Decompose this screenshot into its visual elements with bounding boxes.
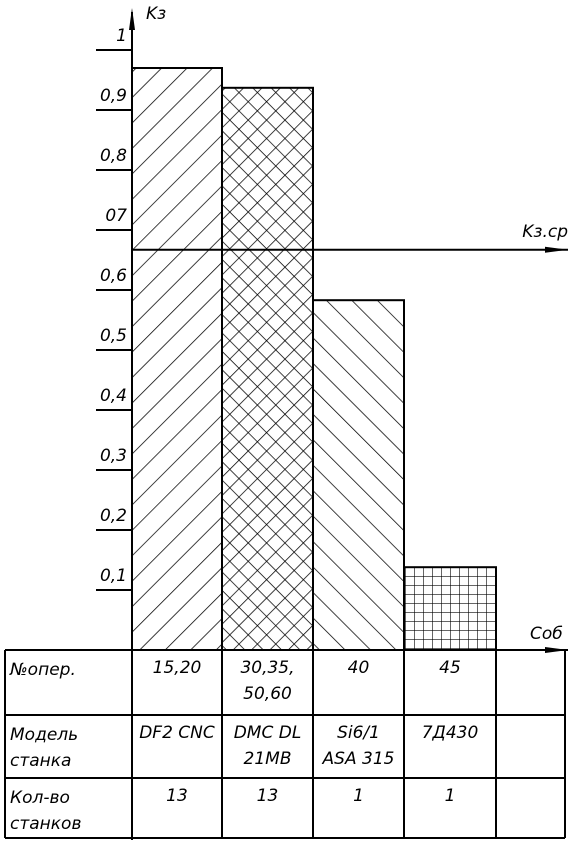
table-cell: 21MB: [244, 749, 292, 769]
bar: [403, 566, 497, 652]
table-cell: 7Д430: [422, 723, 479, 743]
table-cell: 45: [439, 658, 461, 678]
x-axis-label: Соб: [530, 624, 563, 644]
table-cell: Si6/1: [337, 723, 380, 743]
y-tick-label: 0,2: [100, 506, 127, 526]
y-tick-label: 1: [116, 26, 127, 46]
bar: [221, 86, 314, 652]
table-cell: DMC DL: [234, 723, 302, 743]
y-tick-label: 0,3: [100, 446, 127, 466]
y-tick-label: 0,9: [100, 86, 127, 106]
row-header: станка: [10, 751, 71, 771]
table-cell: 1: [445, 786, 456, 806]
y-axis-arrow: [129, 8, 135, 30]
table-cell: 1: [353, 786, 364, 806]
table-cell: 13: [166, 786, 188, 806]
row-header: Кол-во: [10, 788, 70, 808]
table-cell: DF2 CNC: [139, 723, 215, 743]
reference-label: Kз.ср: [522, 222, 568, 242]
y-tick-label: 0,1: [100, 566, 127, 586]
table-cell: 15,20: [153, 658, 202, 678]
reference-arrow: [545, 246, 568, 253]
table-cell: 50,60: [243, 684, 292, 704]
row-header: №опер.: [9, 660, 76, 680]
table-cell: 30,35,: [240, 658, 294, 678]
row-header: Модель: [10, 725, 78, 745]
y-tick-label: 07: [105, 206, 127, 226]
y-tick-label: 0,6: [100, 266, 127, 286]
table-cell: 13: [257, 786, 279, 806]
table-cell: 40: [348, 658, 370, 678]
y-axis-label: Kз: [146, 4, 166, 24]
y-tick-label: 0,8: [100, 146, 127, 166]
y-tick-label: 0,5: [100, 326, 127, 346]
row-header: станков: [10, 814, 81, 834]
table-cell: ASA 315: [322, 749, 395, 769]
y-tick-label: 0,4: [100, 386, 127, 406]
bar: [131, 67, 223, 651]
bar: [312, 299, 405, 651]
